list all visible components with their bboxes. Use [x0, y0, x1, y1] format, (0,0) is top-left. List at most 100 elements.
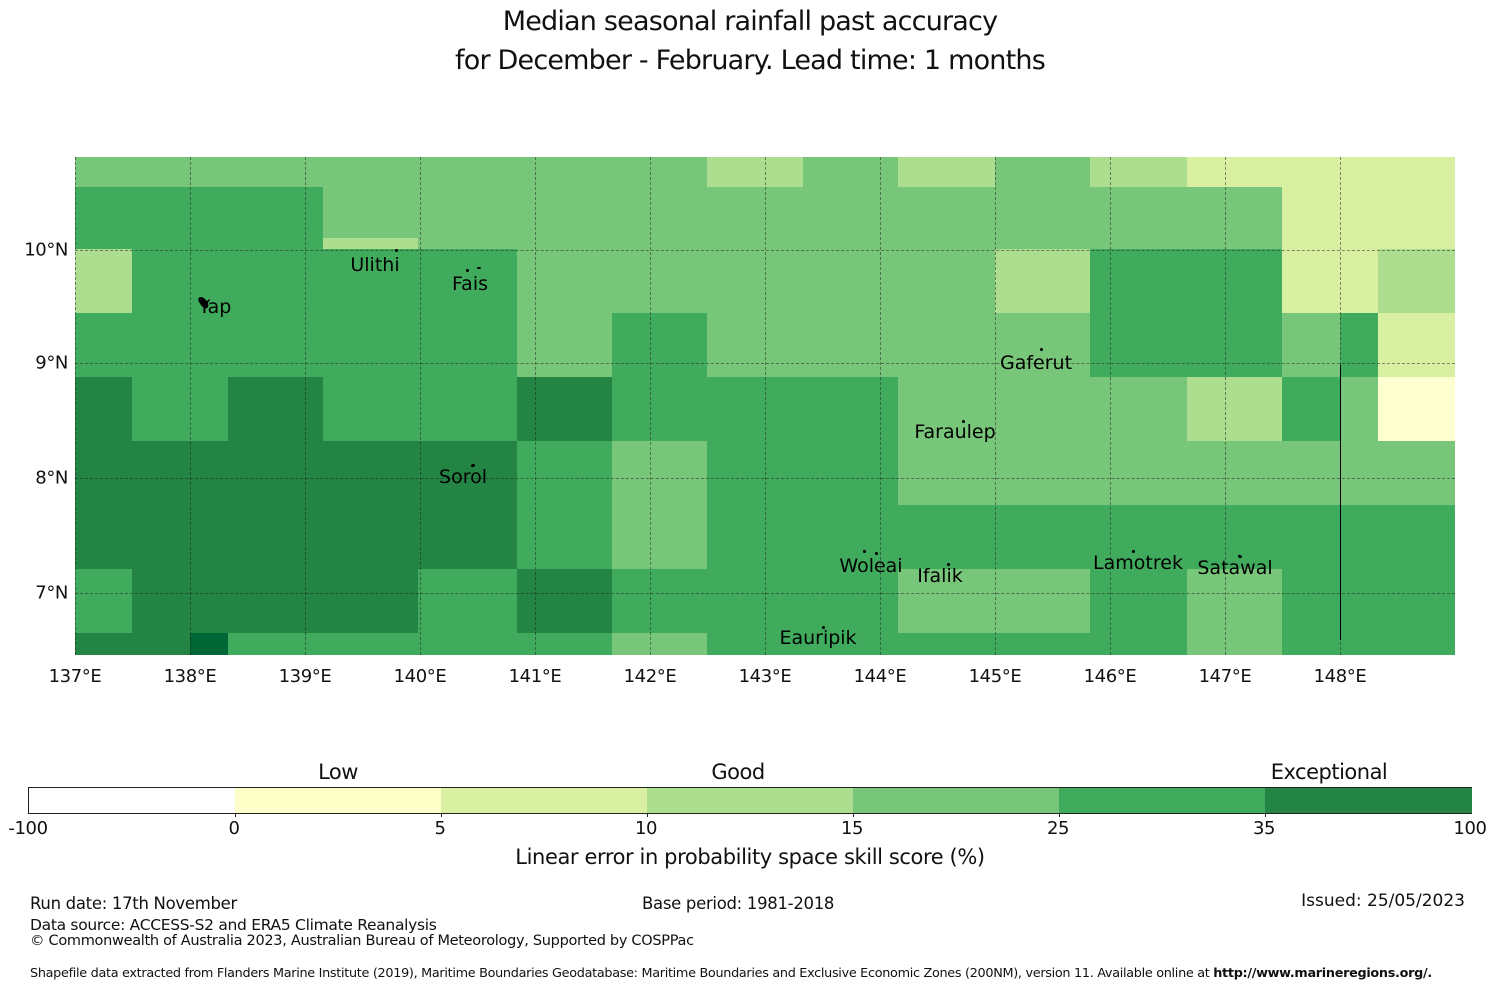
- colorbar-tick: [235, 813, 236, 817]
- heatmap-cell: [1090, 569, 1187, 633]
- colorbar-tick: [1265, 813, 1266, 817]
- colorbar-tick: [853, 813, 854, 817]
- heatmap-cell: [1282, 249, 1378, 313]
- chart-title: Median seasonal rainfall past accuracy f…: [0, 2, 1500, 80]
- heatmap-cell: [898, 569, 1090, 633]
- colorbar-segment: [29, 788, 236, 813]
- heatmap-cell: [1282, 633, 1455, 655]
- heatmap-cell: [75, 441, 517, 505]
- gridline-vertical: [1110, 157, 1111, 655]
- heatmap-cell: [75, 505, 517, 569]
- gridline-vertical: [75, 157, 76, 655]
- colorbar-segment: [441, 788, 648, 813]
- shapefile-attribution-text: Shapefile data extracted from Flanders M…: [30, 966, 1214, 981]
- heatmap-cell: [1187, 569, 1282, 633]
- heatmap-cell: [707, 633, 1187, 655]
- data-source-text: Data source: ACCESS-S2 and ERA5 Climate …: [30, 916, 437, 934]
- colorbar-category-label: Exceptional: [1270, 760, 1388, 784]
- heatmap-cell: [707, 441, 898, 505]
- heatmap-cell: [898, 441, 1455, 505]
- heatmap-cell: [75, 569, 132, 633]
- base-period-text: Base period: 1981-2018: [642, 894, 835, 913]
- island-marker: [822, 626, 825, 629]
- heatmap-cell: [132, 377, 228, 441]
- heatmap-cell: [517, 505, 612, 569]
- colorbar-tick-label: 25: [1046, 818, 1070, 839]
- heatmap-cell: [995, 157, 1090, 187]
- heatmap-cell: [707, 505, 1455, 569]
- x-axis-tick-label: 142°E: [623, 666, 677, 687]
- heatmap-cell: [612, 313, 707, 377]
- x-axis-tick-label: 140°E: [393, 666, 447, 687]
- heatmap-cell: [1282, 313, 1340, 377]
- x-axis-tick-label: 139°E: [278, 666, 332, 687]
- place-label: Satawal: [1197, 557, 1273, 579]
- heatmap-cell: [612, 569, 898, 633]
- colorbar-tick-label: 100: [1453, 818, 1487, 839]
- x-axis-tick-label: 137°E: [48, 666, 102, 687]
- gridline-horizontal: [75, 250, 1455, 251]
- heatmap-cell: [707, 313, 1090, 377]
- colorbar-segment: [647, 788, 854, 813]
- heatmap-cell: [418, 569, 517, 633]
- colorbar-tick: [1059, 813, 1060, 817]
- heatmap-cell: [1187, 157, 1455, 187]
- heatmap-cell: [75, 187, 323, 249]
- heatmap-cell: [1090, 313, 1282, 377]
- shapefile-attribution: Shapefile data extracted from Flanders M…: [30, 966, 1432, 981]
- colorbar-title: Linear error in probability space skill …: [515, 845, 985, 869]
- island-marker: [875, 552, 878, 555]
- place-label: Sorol: [439, 466, 487, 488]
- island-marker: [477, 267, 481, 269]
- copyright-text: © Commonwealth of Australia 2023, Austra…: [30, 933, 694, 949]
- heatmap-cell: [995, 249, 1090, 313]
- heatmap-cell: [75, 157, 707, 187]
- heatmap-cell: [1340, 377, 1378, 441]
- y-axis-tick-label: 7°N: [35, 582, 68, 604]
- heatmap-cell: [132, 569, 418, 633]
- gridline-vertical: [1225, 157, 1226, 655]
- colorbar-segment: [853, 788, 1060, 813]
- gridline-horizontal: [75, 363, 1455, 364]
- colorbar-tick: [647, 813, 648, 817]
- heatmap-cell: [323, 238, 418, 249]
- colorbar-tick-label: -100: [8, 818, 48, 839]
- heatmap-cell: [1378, 249, 1455, 313]
- colorbar-category-label: Good: [711, 760, 765, 784]
- gridline-horizontal: [75, 478, 1455, 479]
- gridline-vertical: [880, 157, 881, 655]
- heatmap-cell: [517, 377, 612, 441]
- x-axis-tick-label: 141°E: [508, 666, 562, 687]
- place-label: Woleai: [839, 555, 903, 577]
- heatmap-cell: [75, 313, 517, 377]
- island-marker: [1040, 348, 1043, 351]
- gridline-vertical: [995, 157, 996, 655]
- gridline-vertical: [190, 157, 191, 655]
- colorbar-tick: [441, 813, 442, 817]
- issued-date-text: Issued: 25/05/2023: [1301, 891, 1465, 911]
- heatmap-cell: [898, 377, 1187, 441]
- heatmap-cell: [1282, 187, 1455, 249]
- x-axis-tick-label: 138°E: [163, 666, 217, 687]
- colorbar-segment: [1265, 788, 1472, 813]
- island-marker: [395, 249, 398, 252]
- x-axis-tick-label: 145°E: [968, 666, 1022, 687]
- heatmap-cell: [1090, 249, 1282, 313]
- gridline-vertical: [765, 157, 766, 655]
- island-marker: [466, 269, 469, 272]
- island-marker: [947, 563, 950, 566]
- run-date-text: Run date: 17th November: [30, 894, 237, 913]
- x-axis-tick-label: 148°E: [1313, 666, 1367, 687]
- gridline-horizontal: [75, 593, 1455, 594]
- colorbar-tick-label: 15: [840, 818, 864, 839]
- x-axis-tick-label: 146°E: [1083, 666, 1137, 687]
- heatmap-cell: [132, 249, 517, 313]
- place-label: Yap: [198, 296, 232, 318]
- colorbar-category-label: Low: [318, 760, 358, 784]
- x-axis-tick-label: 144°E: [853, 666, 907, 687]
- colorbar-tick-label: 5: [434, 818, 446, 839]
- heatmap-cell: [517, 249, 995, 313]
- heatmap-cell: [1282, 377, 1340, 441]
- map-canvas: Yap Ulithi Fais Gaferut Faraulep Sorol Woleai I…: [75, 157, 1455, 655]
- heatmap-cell: [1187, 377, 1282, 441]
